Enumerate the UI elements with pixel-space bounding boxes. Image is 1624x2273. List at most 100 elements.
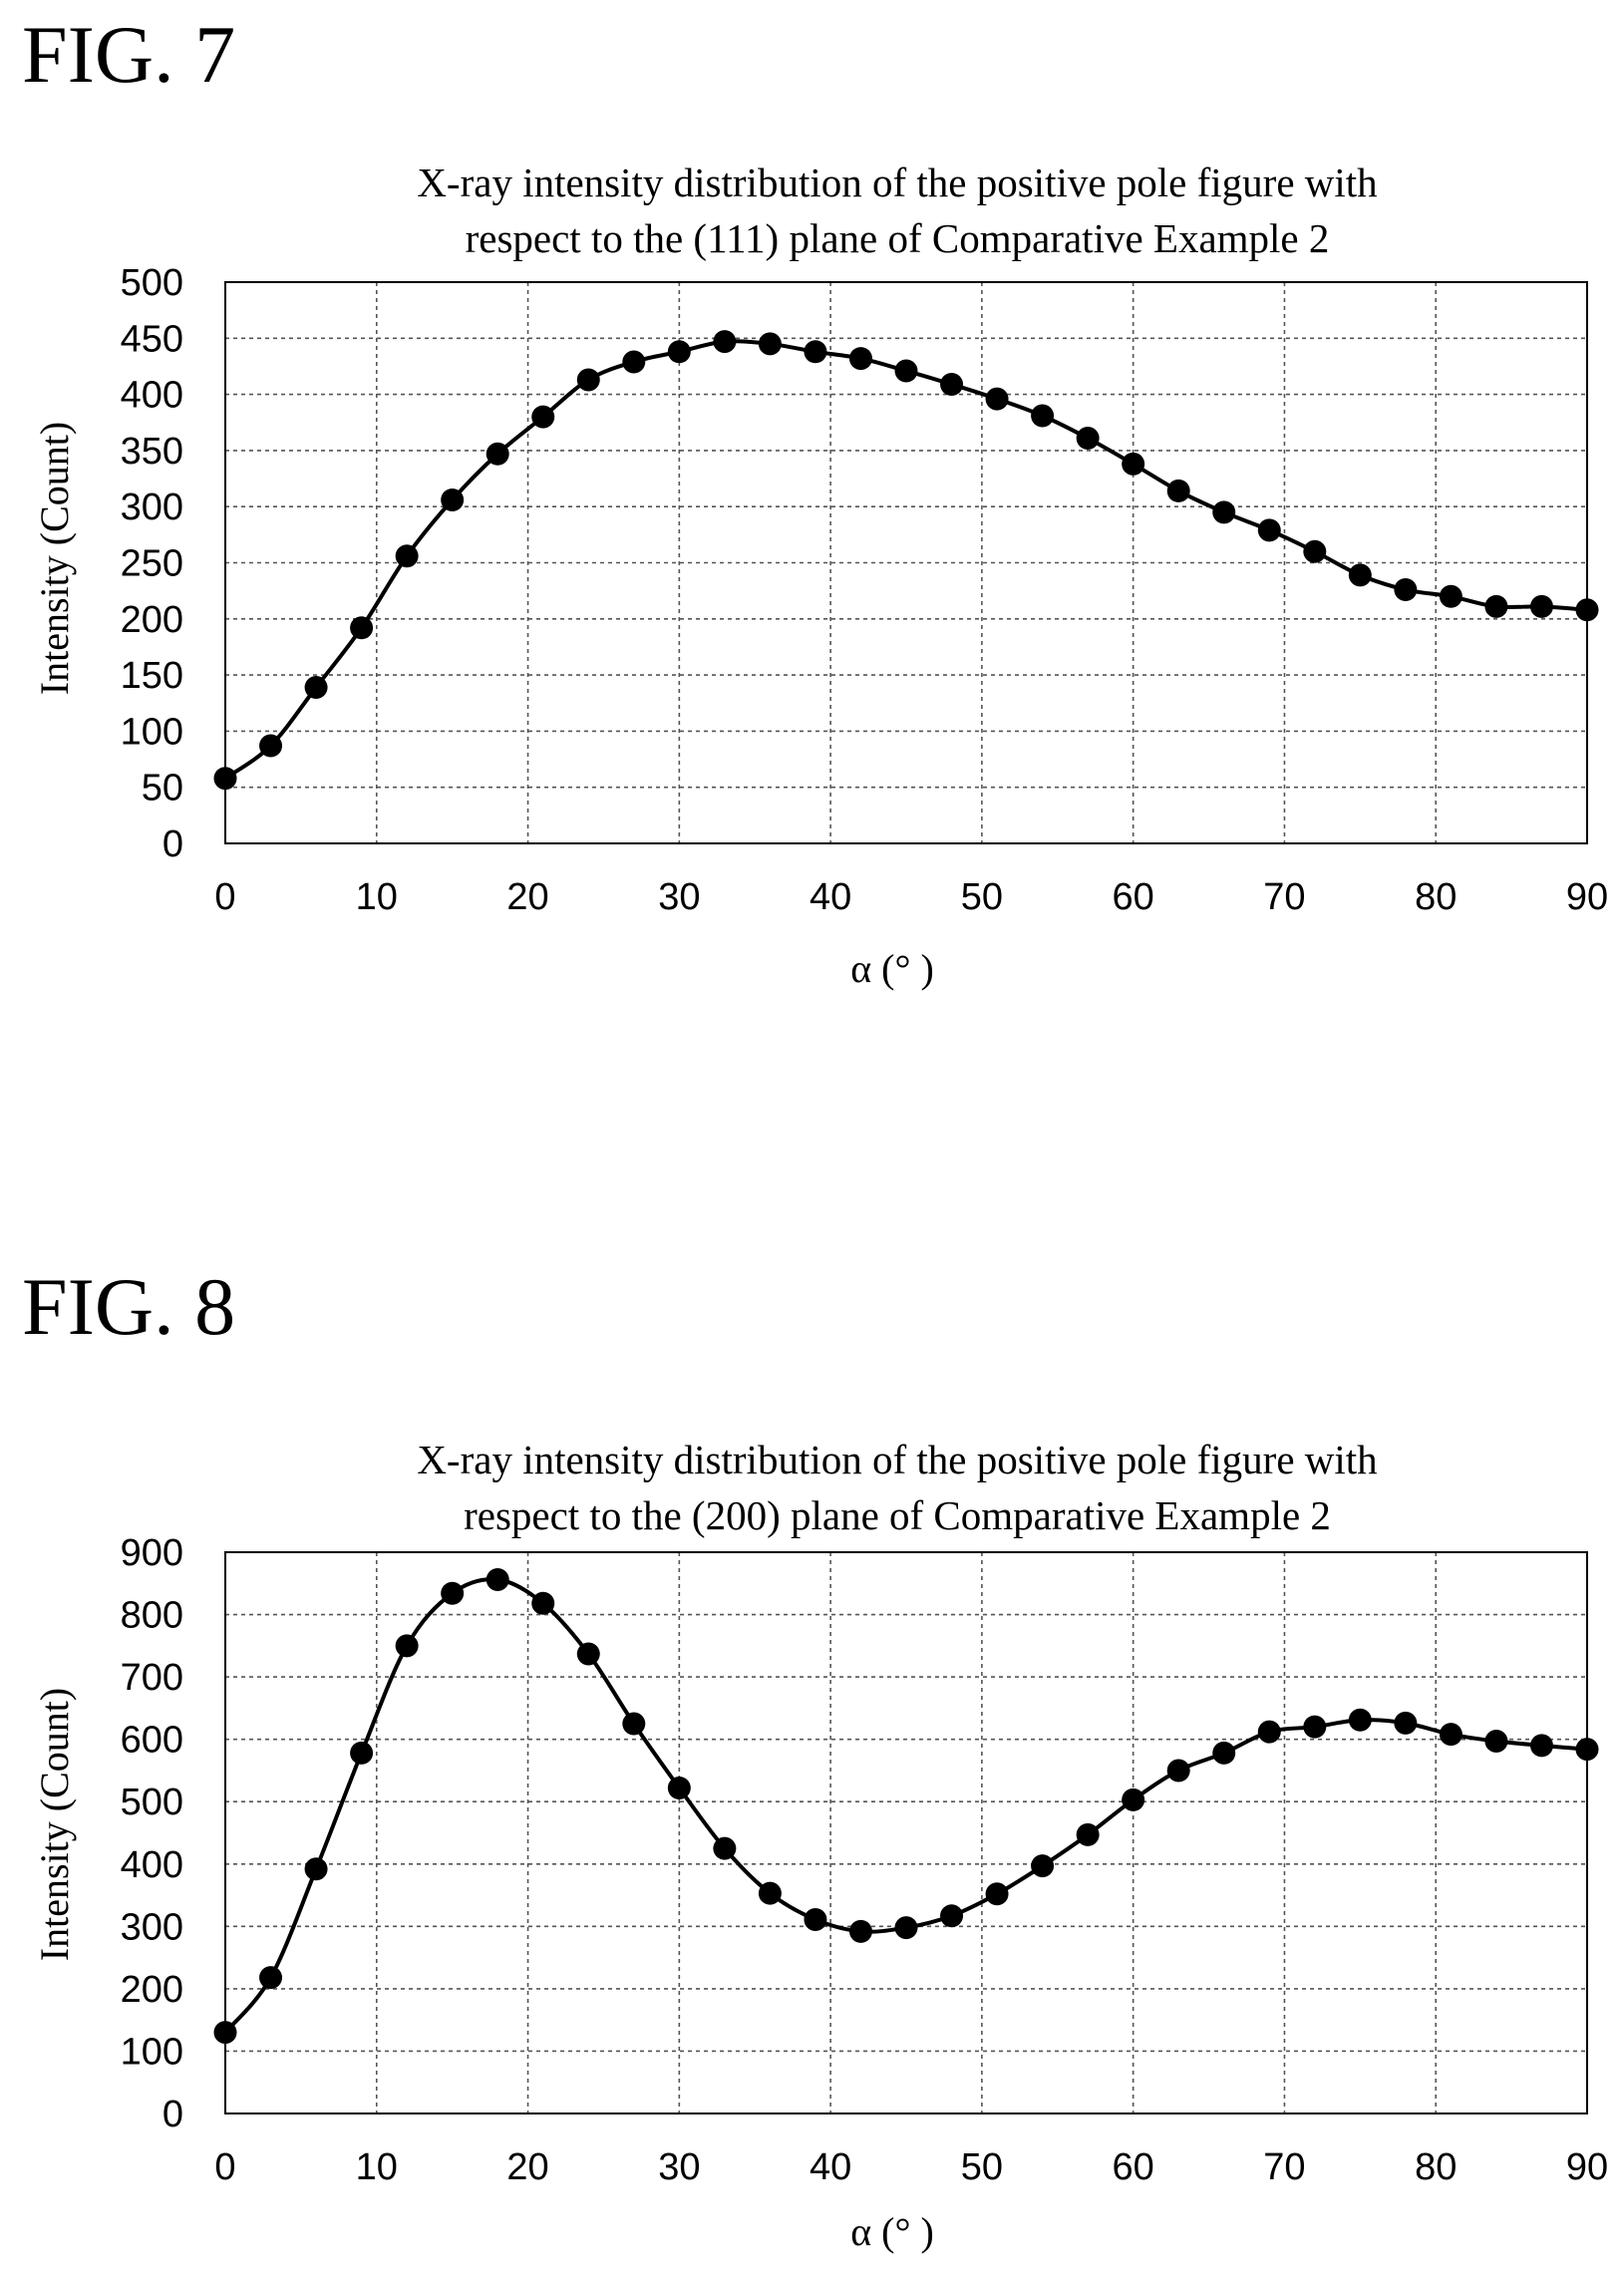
- data-point: [848, 1919, 872, 1943]
- y-tick-label: 600: [121, 1720, 183, 1762]
- data-point: [1031, 404, 1055, 428]
- x-tick-label: 30: [658, 876, 700, 918]
- chart-title-line2: respect to the (200) plane of Comparativ…: [464, 1492, 1331, 1538]
- data-point: [894, 359, 918, 383]
- data-point: [1303, 539, 1327, 563]
- data-point: [486, 1568, 509, 1592]
- series-line: [223, 1577, 1588, 2034]
- x-tick-label: 50: [961, 876, 1003, 918]
- x-tick-label: 90: [1566, 876, 1608, 918]
- data-point: [622, 350, 646, 374]
- y-tick-label: 500: [121, 262, 183, 304]
- y-tick-label: 250: [121, 543, 183, 585]
- data-point: [1122, 452, 1145, 476]
- x-tick-label: 10: [356, 2146, 398, 2188]
- data-point: [940, 1904, 964, 1928]
- data-point: [1575, 598, 1599, 622]
- figure-label-7: FIG. 7: [22, 9, 235, 100]
- data-point: [848, 347, 872, 371]
- data-point: [1394, 578, 1418, 602]
- x-tick-label: 80: [1415, 2146, 1457, 2188]
- x-axis-label: α (° ): [850, 2209, 934, 2254]
- chart-title-line2: respect to the (111) plane of Comparativ…: [466, 215, 1330, 261]
- y-tick-label: 900: [121, 1532, 183, 1574]
- data-point: [1166, 1759, 1190, 1783]
- data-point: [1212, 500, 1236, 524]
- data-point: [667, 340, 691, 364]
- y-tick-label: 200: [121, 599, 183, 641]
- x-tick-label: 10: [356, 876, 398, 918]
- x-tick-label: 90: [1566, 2146, 1608, 2188]
- data-point: [1439, 584, 1462, 608]
- data-point: [350, 1741, 374, 1765]
- data-point: [1076, 427, 1100, 451]
- x-tick-label: 50: [961, 2146, 1003, 2188]
- y-tick-label: 800: [121, 1595, 183, 1637]
- x-tick-label: 60: [1113, 876, 1154, 918]
- data-point: [985, 387, 1009, 411]
- y-tick-label: 50: [142, 768, 183, 810]
- x-tick-label: 20: [506, 2146, 548, 2188]
- data-point: [1348, 1708, 1372, 1732]
- y-tick-label: 100: [121, 711, 183, 753]
- data-point: [940, 372, 964, 396]
- data-point: [576, 368, 600, 392]
- y-tick-label: 400: [121, 1844, 183, 1886]
- y-tick-label: 300: [121, 487, 183, 528]
- data-point: [713, 330, 737, 354]
- x-tick-label: 70: [1263, 876, 1305, 918]
- data-point: [667, 1776, 691, 1799]
- data-point: [259, 734, 283, 758]
- y-tick-label: 700: [121, 1657, 183, 1699]
- data-point: [1257, 1720, 1281, 1744]
- y-tick-label: 400: [121, 375, 183, 417]
- data-point: [1212, 1741, 1236, 1765]
- data-point: [531, 405, 555, 429]
- data-point: [1257, 518, 1281, 542]
- data-point: [758, 1881, 782, 1905]
- y-tick-label: 200: [121, 1969, 183, 2011]
- chart-title-line1: X-ray intensity distribution of the posi…: [417, 160, 1377, 205]
- x-tick-label: 60: [1113, 2146, 1154, 2188]
- data-point: [531, 1591, 555, 1615]
- data-point: [395, 1634, 419, 1658]
- data-point: [1122, 1787, 1145, 1811]
- data-point: [259, 1966, 283, 1990]
- data-point: [486, 442, 509, 466]
- data-point: [1439, 1723, 1462, 1747]
- chart-fig7: X-ray intensity distribution of the posi…: [32, 160, 1608, 991]
- y-tick-label: 0: [162, 823, 183, 865]
- chart-fig8: X-ray intensity distribution of the posi…: [32, 1437, 1608, 2254]
- x-tick-label: 30: [658, 2146, 700, 2188]
- data-point: [804, 340, 827, 364]
- plot-frame: [224, 1551, 1588, 2114]
- data-point: [304, 675, 328, 699]
- data-point: [1031, 1854, 1055, 1878]
- data-point: [1166, 479, 1190, 502]
- x-tick-label: 20: [506, 876, 548, 918]
- data-point: [441, 1581, 465, 1605]
- data-point: [1484, 1730, 1508, 1754]
- data-point: [350, 616, 374, 640]
- data-point: [1529, 594, 1553, 618]
- x-tick-label: 80: [1415, 876, 1457, 918]
- data-point: [894, 1916, 918, 1940]
- y-tick-label: 450: [121, 318, 183, 360]
- data-point: [213, 2021, 237, 2045]
- y-tick-label: 0: [162, 2094, 183, 2135]
- y-tick-label: 300: [121, 1906, 183, 1948]
- data-point: [1348, 563, 1372, 587]
- x-tick-label: 40: [810, 2146, 851, 2188]
- x-tick-label: 40: [810, 876, 851, 918]
- data-point: [213, 767, 237, 791]
- data-point: [622, 1712, 646, 1736]
- data-point: [804, 1907, 827, 1931]
- y-axis-label: Intensity (Count): [32, 1688, 77, 1961]
- data-point: [758, 332, 782, 356]
- data-point: [1575, 1738, 1599, 1762]
- x-axis-label: α (° ): [850, 946, 934, 991]
- chart-title-line1: X-ray intensity distribution of the posi…: [417, 1437, 1377, 1482]
- data-point: [1076, 1822, 1100, 1846]
- y-tick-label: 100: [121, 2031, 183, 2073]
